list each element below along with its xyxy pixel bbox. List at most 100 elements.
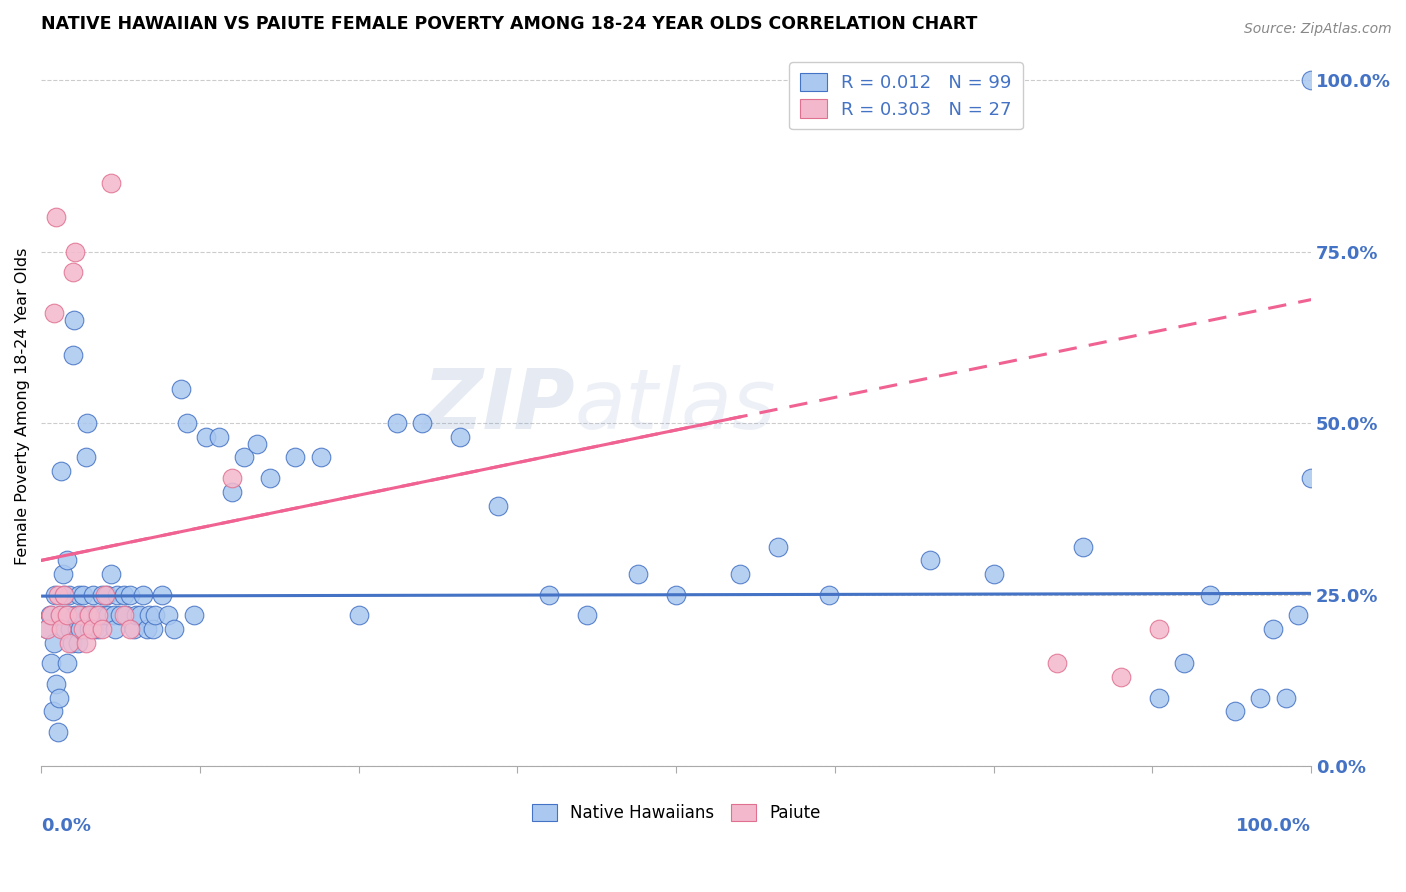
Point xyxy=(67,588,90,602)
Point xyxy=(66,636,89,650)
Point xyxy=(817,588,839,602)
Point xyxy=(42,306,65,320)
Point xyxy=(665,588,688,602)
Point xyxy=(118,622,141,636)
Point xyxy=(52,588,75,602)
Point xyxy=(55,608,77,623)
Point xyxy=(60,636,83,650)
Point xyxy=(51,464,73,478)
Point xyxy=(104,622,127,636)
Point xyxy=(1223,705,1246,719)
Point xyxy=(385,416,408,430)
Point xyxy=(221,484,243,499)
Point xyxy=(72,622,94,636)
Point xyxy=(62,347,84,361)
Point xyxy=(135,622,157,636)
Text: atlas: atlas xyxy=(575,366,776,447)
Point xyxy=(309,450,332,465)
Point xyxy=(45,211,67,225)
Point xyxy=(728,567,751,582)
Point xyxy=(1301,73,1323,87)
Point xyxy=(45,677,67,691)
Point xyxy=(56,608,79,623)
Point xyxy=(1249,690,1271,705)
Point xyxy=(79,622,101,636)
Point xyxy=(246,436,269,450)
Point xyxy=(46,588,69,602)
Point xyxy=(411,416,433,430)
Point xyxy=(97,608,120,623)
Point xyxy=(1198,588,1220,602)
Point xyxy=(67,608,90,623)
Point xyxy=(84,608,107,623)
Point xyxy=(49,608,72,623)
Point xyxy=(103,608,125,623)
Point xyxy=(48,690,70,705)
Point xyxy=(105,588,128,602)
Point xyxy=(108,608,131,623)
Point xyxy=(76,416,98,430)
Point xyxy=(44,588,66,602)
Point xyxy=(1286,608,1309,623)
Point xyxy=(233,450,256,465)
Point xyxy=(100,176,122,190)
Point xyxy=(145,608,167,623)
Point xyxy=(183,608,205,623)
Point xyxy=(46,725,69,739)
Point xyxy=(1071,540,1094,554)
Point xyxy=(39,657,62,671)
Point xyxy=(79,608,101,623)
Point xyxy=(75,450,97,465)
Point xyxy=(1147,622,1170,636)
Point xyxy=(93,588,115,602)
Point xyxy=(157,608,180,623)
Point xyxy=(37,622,59,636)
Point xyxy=(42,636,65,650)
Point xyxy=(91,588,114,602)
Point xyxy=(65,244,87,259)
Point xyxy=(80,622,103,636)
Point xyxy=(627,567,650,582)
Point xyxy=(1301,471,1323,485)
Text: NATIVE HAWAIIAN VS PAIUTE FEMALE POVERTY AMONG 18-24 YEAR OLDS CORRELATION CHART: NATIVE HAWAIIAN VS PAIUTE FEMALE POVERTY… xyxy=(41,15,977,33)
Point xyxy=(118,588,141,602)
Point xyxy=(70,608,93,623)
Point xyxy=(55,657,77,671)
Point xyxy=(1109,670,1132,684)
Point xyxy=(449,430,471,444)
Point xyxy=(82,588,104,602)
Point xyxy=(1274,690,1296,705)
Point xyxy=(208,430,231,444)
Point xyxy=(138,608,160,623)
Point xyxy=(63,313,86,327)
Point xyxy=(1046,657,1069,671)
Point xyxy=(1173,657,1195,671)
Text: ZIP: ZIP xyxy=(422,366,575,447)
Point xyxy=(83,622,105,636)
Point xyxy=(983,567,1005,582)
Point xyxy=(89,608,111,623)
Point xyxy=(39,608,62,623)
Text: 0.0%: 0.0% xyxy=(41,817,91,835)
Point xyxy=(125,608,148,623)
Point xyxy=(115,608,138,623)
Point xyxy=(221,471,243,485)
Point xyxy=(52,588,75,602)
Point xyxy=(77,608,100,623)
Point xyxy=(150,588,173,602)
Point xyxy=(112,608,135,623)
Text: Source: ZipAtlas.com: Source: ZipAtlas.com xyxy=(1244,22,1392,37)
Point xyxy=(96,588,118,602)
Point xyxy=(766,540,789,554)
Point xyxy=(163,622,186,636)
Point xyxy=(51,622,73,636)
Point xyxy=(80,608,103,623)
Point xyxy=(37,622,59,636)
Point xyxy=(62,265,84,279)
Point xyxy=(259,471,281,485)
Point xyxy=(132,588,155,602)
Point xyxy=(53,622,76,636)
Point xyxy=(170,382,193,396)
Point xyxy=(93,608,115,623)
Point xyxy=(486,499,509,513)
